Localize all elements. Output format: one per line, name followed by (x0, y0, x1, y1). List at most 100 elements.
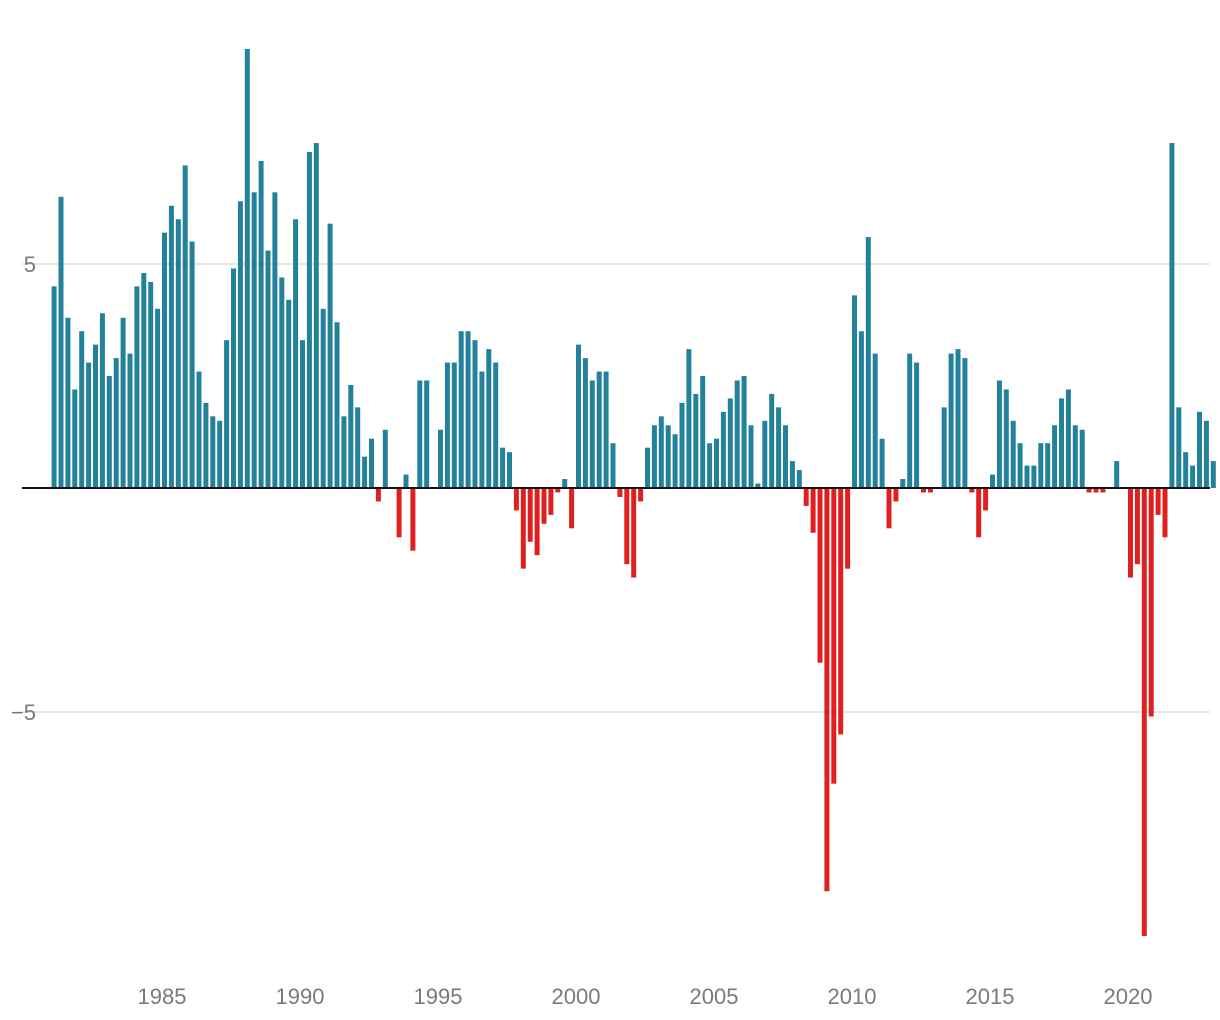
bar-positive (148, 281, 154, 488)
bar-positive (714, 438, 719, 488)
bar-positive (265, 250, 271, 488)
bar-positive (79, 331, 85, 488)
bar-positive (1176, 407, 1182, 488)
bar-positive (720, 411, 726, 488)
bar-positive (465, 331, 471, 488)
bar-positive (665, 425, 671, 488)
bar-positive (990, 474, 995, 488)
bar-positive (858, 331, 864, 488)
bar-positive (486, 349, 492, 488)
grid-lines (22, 263, 1210, 713)
bar-negative (886, 488, 892, 529)
bar-positive (479, 371, 485, 488)
bar-positive (141, 272, 147, 488)
bar-negative (534, 488, 540, 556)
bar-negative (810, 488, 816, 533)
bar-positive (203, 402, 209, 488)
bar-positive (300, 340, 305, 488)
bar-positive (189, 241, 195, 488)
bar-negative (927, 488, 933, 493)
bar-positive (562, 479, 568, 488)
bar-positive (1045, 443, 1051, 488)
bar-positive (272, 192, 278, 488)
bar-positive (589, 380, 595, 488)
bar-positive (962, 358, 968, 488)
bar-positive (783, 425, 788, 488)
bar-positive (424, 380, 430, 488)
bar-positive (1010, 420, 1016, 488)
bar-positive (879, 438, 885, 488)
bar-positive (610, 443, 616, 488)
bar-positive (320, 308, 326, 488)
bar-positive (472, 340, 478, 488)
bar-positive (955, 349, 961, 488)
bar-negative (983, 488, 989, 511)
bar-positive (341, 416, 347, 488)
bar-positive (451, 362, 457, 488)
bar-positive (769, 393, 775, 488)
bar-positive (996, 380, 1002, 488)
bar-negative (555, 488, 561, 493)
bar-positive (355, 407, 361, 488)
bar-positive (306, 152, 312, 488)
bar-positive (168, 205, 174, 488)
bar-positive (113, 358, 119, 488)
bar-negative (1141, 488, 1147, 936)
bar-positive (679, 402, 685, 488)
bar-negative (624, 488, 630, 565)
bar-positive (106, 376, 112, 488)
bar-positive (134, 286, 140, 488)
bar-positive (672, 434, 678, 488)
bar-positive (1052, 425, 1058, 488)
bar-positive (293, 219, 299, 488)
bar-positive (438, 429, 443, 488)
bar-positive (796, 470, 802, 488)
bar-positive (86, 362, 92, 488)
bar-positive (93, 344, 98, 488)
bar-positive (382, 429, 388, 488)
bar-positive (852, 295, 857, 488)
bar-positive (693, 393, 699, 488)
bar-negative (513, 488, 519, 511)
bar-positive (789, 461, 795, 488)
bar-positive (99, 313, 105, 488)
bar-positive (762, 420, 768, 488)
bar-negative (893, 488, 899, 502)
bar-positive (72, 389, 78, 488)
bar-positive (1065, 389, 1071, 488)
bar-negative (1100, 488, 1106, 493)
bar-negative (824, 488, 830, 892)
y-tick-label: −5 (11, 700, 36, 725)
bar-positive (334, 322, 340, 488)
bar-negative (1155, 488, 1161, 515)
bar-negative (817, 488, 823, 663)
bar-negative (976, 488, 982, 538)
bar-positive (175, 219, 181, 488)
bar-positive (507, 452, 512, 488)
bar-positive (362, 456, 368, 488)
bar-positive (596, 371, 602, 488)
bar-negative (1148, 488, 1154, 717)
x-tick-label: 2010 (828, 984, 877, 1009)
bar-positive (182, 165, 188, 488)
bar-positive (651, 425, 657, 488)
bar-negative (541, 488, 547, 524)
bar-positive (244, 48, 250, 489)
bar-positive (1059, 398, 1064, 488)
bar-negative (1162, 488, 1168, 538)
bar-negative (1128, 488, 1133, 578)
bar-positive (327, 223, 333, 488)
bar-positive (865, 237, 871, 488)
bar-positive (127, 353, 133, 488)
bar-positive (196, 371, 202, 488)
bar-positive (582, 358, 588, 488)
bar-positive (727, 398, 733, 488)
bar-positive (51, 286, 57, 488)
bar-positive (900, 479, 906, 488)
bar-positive (1114, 461, 1120, 488)
bar-positive (1183, 452, 1189, 488)
bar-negative (410, 488, 416, 551)
bar-positive (755, 483, 761, 488)
bar-positive (279, 277, 285, 488)
bar-negative (520, 488, 526, 569)
